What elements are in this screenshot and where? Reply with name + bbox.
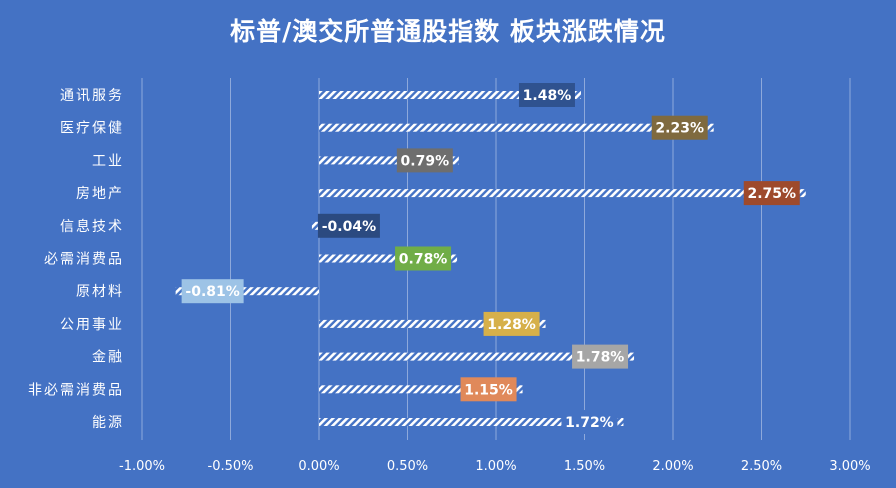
category-label: 非必需消费品 — [28, 382, 124, 398]
data-label-box — [651, 115, 708, 140]
data-label: 2.23% — [655, 121, 704, 137]
bar — [319, 254, 458, 263]
data-label-box — [743, 181, 800, 206]
data-label: 1.72% — [565, 415, 614, 431]
data-label-box — [317, 213, 380, 238]
category-label: 能源 — [92, 415, 124, 431]
bar — [319, 123, 714, 132]
data-label-box — [396, 148, 453, 173]
data-label: 1.78% — [576, 350, 625, 366]
data-label-box — [395, 246, 452, 271]
x-tick-label: -0.50% — [208, 459, 254, 474]
bar — [319, 156, 459, 165]
x-tick-label: 2.50% — [741, 459, 782, 474]
x-tick-label: 1.00% — [475, 459, 516, 474]
data-label: 1.48% — [523, 88, 572, 104]
bar — [319, 418, 624, 426]
x-tick-label: -1.00% — [119, 459, 165, 474]
data-label: 0.79% — [401, 153, 450, 169]
category-label: 公用事业 — [60, 317, 124, 333]
category-label: 医疗保健 — [60, 121, 124, 137]
bar — [319, 352, 635, 361]
x-tick-label: 0.50% — [387, 459, 428, 474]
bar — [311, 221, 319, 230]
category-label: 必需消费品 — [44, 252, 124, 268]
data-label: 2.75% — [747, 186, 796, 202]
data-label-box — [181, 279, 244, 304]
data-label: -0.04% — [322, 219, 376, 235]
category-label: 工业 — [92, 153, 124, 169]
category-label: 金融 — [92, 350, 124, 366]
category-label: 信息技术 — [60, 218, 124, 235]
data-label-box — [572, 344, 629, 369]
data-label: 0.78% — [399, 252, 448, 268]
data-label-box — [518, 83, 575, 107]
data-label: 1.15% — [464, 382, 513, 398]
x-tick-label: 0.00% — [298, 459, 339, 474]
chart-title: 标普/澳交所普通股指数 板块涨跌情况 — [230, 17, 666, 46]
data-label: -0.81% — [185, 284, 239, 300]
category-label: 通讯服务 — [60, 88, 124, 104]
bar — [175, 287, 319, 296]
category-label: 房地产 — [76, 186, 124, 202]
data-label-box — [483, 311, 540, 336]
data-label-box — [460, 377, 517, 402]
bar — [319, 385, 523, 394]
x-tick-label: 3.00% — [829, 459, 870, 474]
data-label: 1.28% — [487, 317, 536, 333]
category-label: 原材料 — [76, 284, 124, 300]
bar — [319, 91, 581, 99]
bar — [319, 189, 806, 198]
x-tick-label: 2.00% — [652, 459, 693, 474]
bar — [319, 319, 546, 328]
data-label-box — [561, 410, 618, 434]
x-tick-label: 1.50% — [564, 459, 605, 474]
